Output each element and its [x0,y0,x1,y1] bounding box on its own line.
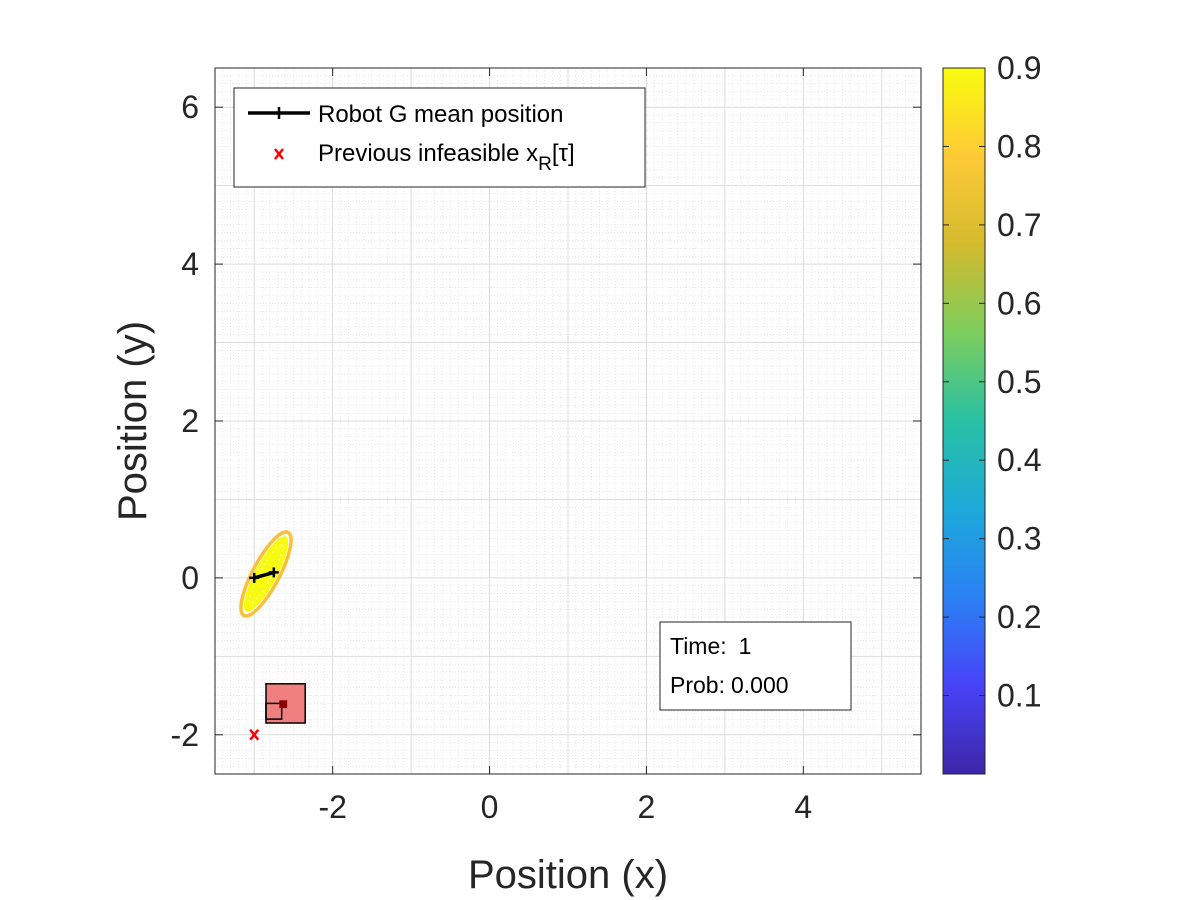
legend: Robot G mean position Previous infeasibl… [233,87,646,188]
legend-plus-icon [273,107,285,119]
infeasible-points [249,728,260,741]
x-tick-label: 4 [794,789,812,825]
legend-x-icon [274,148,284,160]
legend-box [233,87,646,188]
infeasible-point [249,728,260,741]
annotation-prob-label: Prob: [670,672,725,698]
annotation-box: Time: 1 Prob: 0.000 [659,621,852,711]
colorbar-ticks: 0.1 0.2 0.3 0.4 0.5 0.6 0.7 0.8 0.9 [943,50,1041,714]
y-tick-label: -2 [171,717,199,753]
annotation-prob: Prob: 0.000 [670,672,789,698]
legend-label-mean-position: Robot G mean position [318,101,563,128]
legend-label-infeasible-sub: R [538,154,552,175]
legend-entry-infeasible: Previous infeasible xR[τ] [274,140,575,175]
inner-square [265,702,283,720]
colorbar-tick-label: 0.4 [997,442,1041,478]
y-tick-label: 6 [181,89,199,125]
legend-label-infeasible-tail: [τ] [552,140,575,167]
series-point [268,567,279,578]
annotation-frame [659,621,852,711]
y-tick-label: 2 [181,403,199,439]
x-tick-label: 0 [481,789,499,825]
series-point [249,572,260,583]
annotation-time-label: Time: [670,633,727,659]
uncertainty-ellipse-core [249,544,283,604]
colorbar-tick-label: 0.6 [997,285,1041,321]
legend-entry-mean-position: Robot G mean position [248,101,563,128]
y-tick-label: 0 [181,560,199,596]
colorbar-tick-label: 0.5 [997,364,1041,400]
axis-ticks [215,68,921,774]
legend-label-infeasible: Previous infeasible xR[τ] [318,140,575,175]
colorbar-tick-label: 0.1 [997,678,1041,714]
uncertainty-ellipse-outer [239,530,293,618]
axis-tick-labels: -2 0 2 4 -2 0 2 4 6 [171,89,813,825]
series-layer [249,567,279,583]
x-tick-label: 2 [638,789,656,825]
y-axis-label: Position (y) [111,321,155,521]
x-axis-label: Position (x) [468,853,668,897]
colorbar: 0.1 0.2 0.3 0.4 0.5 0.6 0.7 0.8 0.9 [942,50,1041,775]
colorbar-tick-label: 0.8 [997,128,1041,164]
colorbar-tick-label: 0.9 [997,50,1041,86]
colorbar-tick-label: 0.3 [997,521,1041,557]
annotation-prob-value: 0.000 [731,672,789,698]
x-tick-label: -2 [318,789,346,825]
colorbar-tick-label: 0.7 [997,207,1041,243]
annotation-time-value: 1 [739,633,752,659]
annotation-time: Time: 1 [670,633,751,659]
plot-content [239,530,306,741]
small-marker [279,700,288,709]
colorbar-tick-label: 0.2 [997,599,1041,635]
y-tick-label: 4 [181,246,199,282]
colorbar-gradient [942,67,986,775]
legend-label-infeasible-main: Previous infeasible x [318,140,538,167]
